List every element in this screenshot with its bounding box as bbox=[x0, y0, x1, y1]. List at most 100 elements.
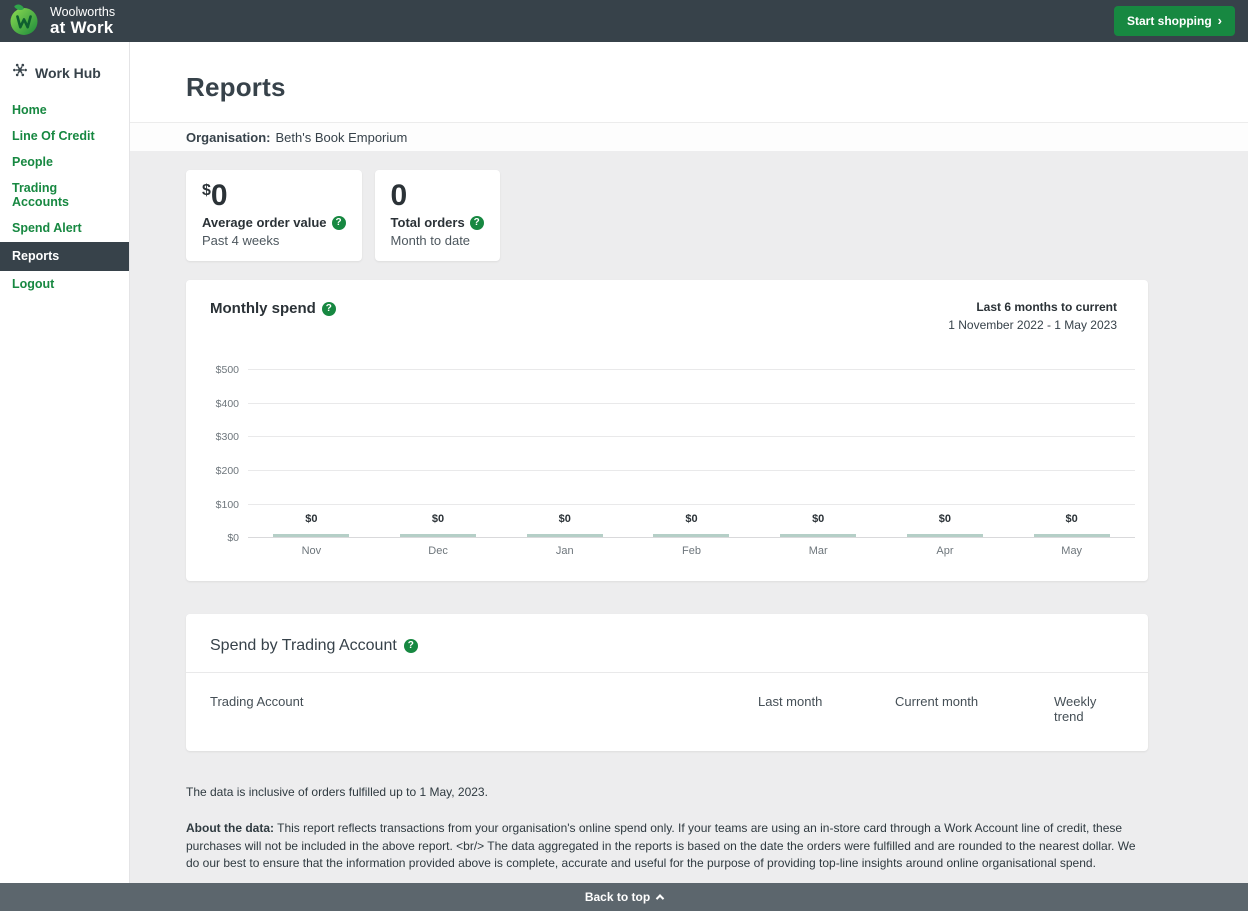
stat-sublabel: Month to date bbox=[390, 233, 471, 249]
bar-jan[interactable] bbox=[526, 534, 603, 538]
bar-value-label: $0 bbox=[558, 513, 571, 526]
bar-chart-plot: $0 $100 $200 $300 $400 $500 $0 $0 $0 $0 $0 $0 $0 bbox=[216, 364, 1135, 544]
table-title: Spend by Trading Account bbox=[210, 637, 397, 655]
sidebar-item-reports[interactable]: Reports bbox=[0, 241, 129, 271]
y-tick-label: $500 bbox=[215, 364, 239, 377]
chart-period: Last 6 months to current 1 November 2022… bbox=[948, 300, 1117, 332]
gridline: $500 bbox=[216, 364, 1135, 376]
help-icon[interactable]: ? bbox=[403, 639, 418, 654]
column-header-last-month: Last month bbox=[758, 694, 823, 710]
stat-value: 0 bbox=[390, 179, 408, 213]
stat-label: Total orders? bbox=[391, 215, 484, 230]
stat-cards: $0 Average order value? Past 4 weeks 0 Total… bbox=[186, 170, 1148, 262]
bar-value-label: $0 bbox=[938, 513, 952, 526]
sidebar-item-spend-alert[interactable]: Spend Alert bbox=[12, 220, 82, 235]
start-shopping-button[interactable]: Start shopping › bbox=[1113, 6, 1235, 36]
bar-slot-feb: $0 bbox=[628, 370, 755, 538]
woolworths-logo-icon[interactable] bbox=[6, 1, 42, 42]
bar-slot-apr: $0 bbox=[882, 370, 1009, 538]
stat-sublabel: Past 4 weeks bbox=[202, 233, 280, 249]
y-tick-label: $100 bbox=[215, 498, 239, 511]
monthly-spend-card: Monthly spend ? Last 6 months to current… bbox=[186, 280, 1148, 582]
stat-card-average-order-value: $0 Average order value? Past 4 weeks bbox=[186, 170, 362, 262]
bar-nov[interactable] bbox=[273, 534, 350, 538]
sidebar-title: Work Hub bbox=[35, 64, 101, 81]
back-to-top-bar[interactable]: Back to top bbox=[0, 883, 1248, 911]
gridline: $400 bbox=[216, 398, 1135, 410]
sidebar-item-people[interactable]: People bbox=[12, 155, 53, 170]
brand-text: Woolworths at Work bbox=[50, 4, 116, 37]
about-text: This report reflects transactions from y… bbox=[186, 821, 1136, 871]
bar-value-label: $0 bbox=[1065, 513, 1078, 526]
start-shopping-label: Start shopping bbox=[1126, 14, 1212, 28]
x-tick-label-nov: Nov bbox=[301, 545, 322, 558]
gridline: $200 bbox=[216, 465, 1135, 477]
bar-slot-may: $0 bbox=[1008, 370, 1135, 538]
sidebar-item-trading-accounts[interactable]: Trading Accounts bbox=[12, 181, 69, 209]
x-tick-label-dec: Dec bbox=[428, 545, 448, 558]
content-area: $0 Average order value? Past 4 weeks 0 Total… bbox=[130, 151, 1248, 884]
column-header-trading-account: Trading Account bbox=[210, 694, 304, 710]
help-icon[interactable]: ? bbox=[331, 215, 346, 230]
y-tick-label: $0 bbox=[227, 532, 239, 545]
gridline: $0 bbox=[227, 532, 1135, 544]
help-icon[interactable]: ? bbox=[469, 215, 484, 230]
bar-slot-jan: $0 bbox=[501, 370, 628, 538]
about-paragraph: About the data: This report reflects tra… bbox=[186, 820, 1148, 873]
page-title: Reports bbox=[186, 72, 286, 102]
bar-dec[interactable] bbox=[400, 534, 477, 538]
data-notes: The data is inclusive of orders fulfille… bbox=[186, 785, 1148, 883]
x-tick-label-jan: Jan bbox=[555, 545, 574, 558]
organisation-value: Beth's Book Emporium bbox=[275, 129, 408, 145]
bar-apr[interactable] bbox=[906, 534, 983, 538]
main-content: Reports Organisation: Beth's Book Empori… bbox=[130, 42, 1248, 884]
sidebar-nav: Home Line Of Credit People Trading Accounts… bbox=[0, 98, 129, 297]
bar-value-label: $0 bbox=[305, 513, 318, 526]
back-to-top-label: Back to top bbox=[584, 890, 651, 904]
bar-may[interactable] bbox=[1033, 534, 1110, 538]
y-tick-label: $300 bbox=[215, 431, 239, 444]
column-header-weekly-trend: Weekly trend bbox=[1054, 694, 1097, 725]
bar-mar[interactable] bbox=[780, 534, 857, 538]
table-header-row: Trading Account Last month Current month We… bbox=[186, 673, 1148, 751]
brand-line2: at Work bbox=[50, 17, 114, 37]
brand-line1: Woolworths bbox=[50, 4, 116, 19]
gridline: $100 bbox=[216, 499, 1135, 511]
spend-by-trading-account-card: Spend by Trading Account ? Trading Accou… bbox=[186, 614, 1148, 752]
table-title-row: Spend by Trading Account ? bbox=[186, 614, 1148, 674]
hub-icon bbox=[12, 62, 28, 83]
bar-value-label: $0 bbox=[685, 513, 698, 526]
sidebar-item-logout[interactable]: Logout bbox=[12, 276, 55, 291]
x-tick-label-feb: Feb bbox=[682, 545, 701, 558]
top-header: Woolworths at Work Start shopping › bbox=[0, 0, 1248, 42]
chart-x-axis: Nov Dec Jan Feb Mar Apr May bbox=[248, 545, 1135, 557]
x-tick-label-apr: Apr bbox=[936, 545, 954, 558]
sidebar-item-line-of-credit[interactable]: Line Of Credit bbox=[12, 129, 95, 144]
organisation-bar: Organisation: Beth's Book Emporium bbox=[130, 121, 1248, 152]
period-range: 1 November 2022 - 1 May 2023 bbox=[948, 318, 1117, 333]
column-header-current-month: Current month bbox=[895, 694, 979, 710]
bar-value-label: $0 bbox=[431, 513, 445, 526]
help-icon[interactable]: ? bbox=[321, 301, 336, 316]
bar-slot-dec: $0 bbox=[375, 370, 502, 538]
bar-slot-mar: $0 bbox=[755, 370, 882, 538]
page-header: Reports bbox=[130, 42, 1248, 122]
chart-title-row: Monthly spend ? bbox=[210, 300, 336, 317]
bar-value-label: $0 bbox=[812, 513, 825, 526]
organisation-label: Organisation: bbox=[186, 129, 271, 145]
gridline: $300 bbox=[216, 431, 1135, 443]
stat-value: $0 bbox=[202, 179, 228, 213]
y-tick-label: $400 bbox=[215, 397, 239, 410]
stat-label: Average order value? bbox=[202, 215, 346, 230]
bar-slot-nov: $0 bbox=[248, 370, 375, 538]
sidebar-item-home[interactable]: Home bbox=[12, 103, 47, 117]
about-label: About the data: bbox=[186, 821, 274, 836]
stat-card-total-orders: 0 Total orders? Month to date bbox=[374, 170, 500, 262]
bar-feb[interactable] bbox=[653, 534, 730, 538]
brand: Woolworths at Work bbox=[6, 1, 115, 42]
sidebar: Work Hub Home Line Of Credit People Trading… bbox=[0, 42, 130, 883]
x-tick-label-mar: Mar bbox=[808, 545, 828, 558]
period-label: Last 6 months to current bbox=[976, 300, 1117, 315]
inclusive-note: The data is inclusive of orders fulfille… bbox=[186, 785, 488, 800]
chevron-up-icon bbox=[655, 894, 665, 903]
